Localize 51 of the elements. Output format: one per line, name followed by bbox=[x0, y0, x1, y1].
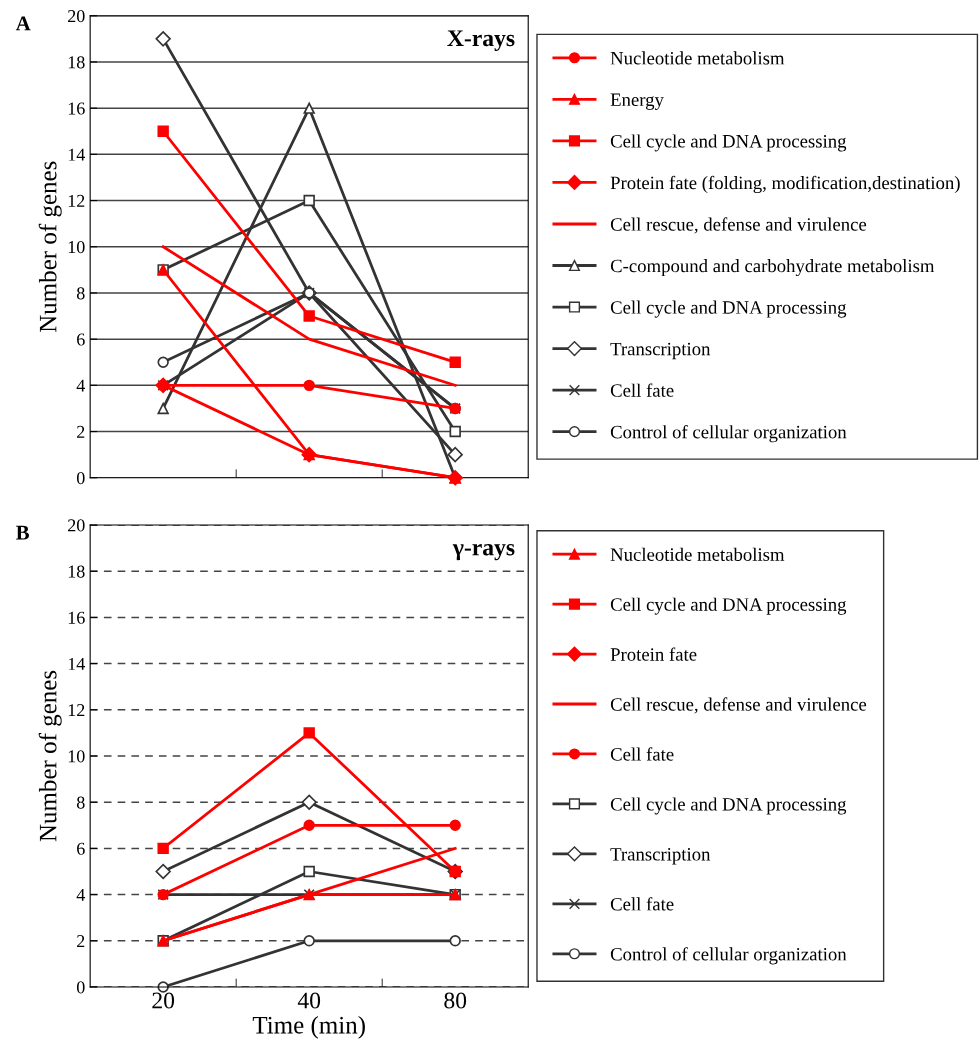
y-tick-label: 2 bbox=[77, 935, 85, 948]
legend-label: Protein fate (folding, modification,destination) bbox=[610, 175, 960, 194]
y-tick-label: 12 bbox=[68, 194, 85, 207]
y-tick-label: 4 bbox=[76, 888, 86, 901]
legend-label: Control of cellular organization bbox=[610, 947, 847, 965]
legend-label: Transcription bbox=[610, 848, 711, 865]
text: γ-rays bbox=[452, 544, 515, 561]
y-tick-label: 14 bbox=[68, 148, 86, 161]
legend-label: Cell rescue, defense and virulence bbox=[610, 217, 867, 234]
text: B bbox=[16, 525, 30, 540]
y-tick-label: 18 bbox=[68, 565, 85, 578]
text: A bbox=[15, 16, 31, 31]
y-tick-label: 4 bbox=[76, 379, 86, 392]
y-tick-label: 8 bbox=[76, 287, 85, 300]
legend-label: Protein fate bbox=[610, 647, 697, 661]
y-tick-label: 0 bbox=[76, 472, 85, 485]
x-tick-label: 80 bbox=[444, 992, 467, 1009]
y-tick-label: 6 bbox=[77, 842, 85, 855]
y-axis-title: Number of genes bbox=[38, 670, 62, 842]
legend-label: Cell cycle and DNA processing bbox=[610, 300, 847, 318]
y-tick-label: 6 bbox=[77, 333, 85, 346]
x-axis-title: Time (min) bbox=[252, 1016, 365, 1039]
legend-label: Control of cellular organization bbox=[610, 425, 847, 443]
y-tick-label: 14 bbox=[68, 657, 86, 670]
y-tick-label: 20 bbox=[68, 519, 85, 532]
legend-label: Cell fate bbox=[610, 897, 674, 911]
y-tick-label: 10 bbox=[68, 241, 85, 254]
y-tick-label: 12 bbox=[68, 704, 85, 717]
y-tick-label: 0 bbox=[76, 981, 85, 994]
legend-label: Energy bbox=[610, 93, 664, 110]
legend-label: Cell cycle and DNA processing bbox=[610, 597, 847, 615]
legend-label: Cell cycle and DNA processing bbox=[610, 797, 847, 815]
legend-label: Nucleotide metabolism bbox=[610, 547, 785, 561]
legend-label: Cell fate bbox=[610, 383, 674, 397]
y-tick-label: 8 bbox=[76, 796, 85, 809]
legend-label: Nucleotide metabolism bbox=[610, 51, 785, 65]
y-tick-label: 10 bbox=[68, 750, 85, 763]
legend-label: Cell fate bbox=[610, 747, 674, 761]
x-tick-label: 40 bbox=[297, 992, 321, 1009]
legend-label: Cell rescue, defense and virulence bbox=[610, 697, 867, 714]
x-tick-label: 20 bbox=[152, 992, 175, 1009]
y-axis-title: Number of genes bbox=[38, 161, 62, 333]
legend-label: Cell cycle and DNA processing bbox=[610, 134, 847, 152]
text: X-rays bbox=[447, 30, 515, 52]
y-tick-label: 2 bbox=[77, 425, 85, 438]
legend-label: C-compound and carbohydrate metabolism bbox=[610, 259, 935, 277]
y-tick-label: 16 bbox=[68, 611, 85, 624]
y-tick-label: 16 bbox=[68, 102, 85, 115]
y-tick-label: 18 bbox=[68, 56, 85, 69]
legend-label: Transcription bbox=[610, 342, 711, 360]
y-tick-label: 20 bbox=[68, 10, 85, 23]
